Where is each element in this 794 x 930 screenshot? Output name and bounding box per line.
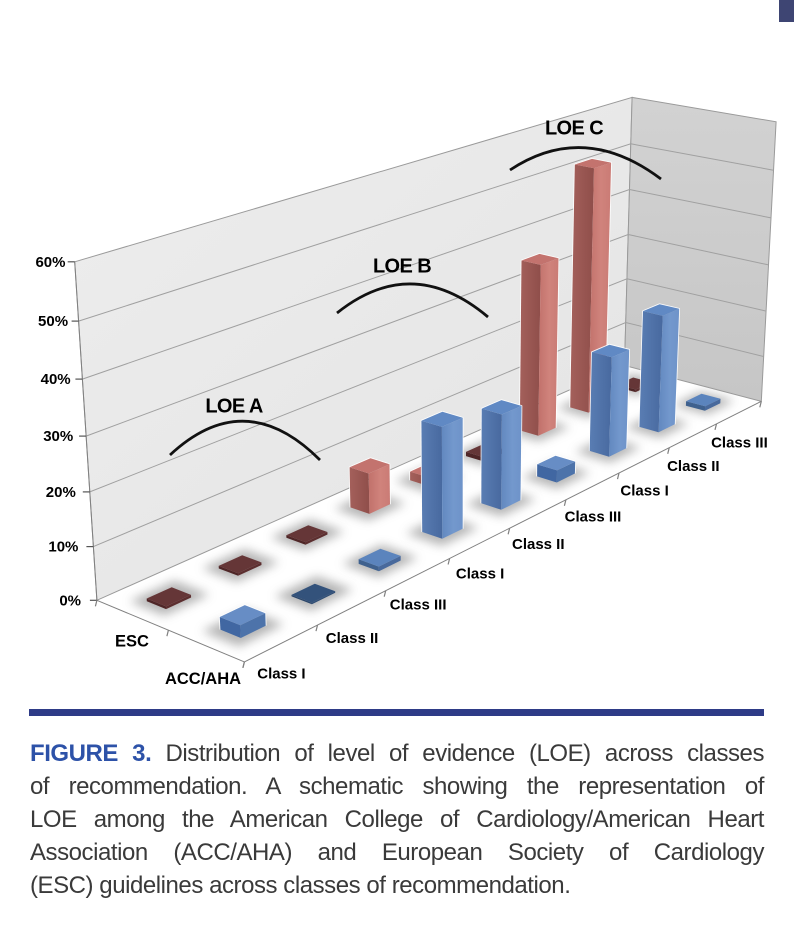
svg-text:LOE C: LOE C — [545, 118, 603, 140]
svg-text:10%: 10% — [48, 539, 78, 556]
svg-text:Class III: Class III — [390, 597, 447, 614]
svg-text:0%: 0% — [59, 592, 81, 609]
svg-text:Class II: Class II — [667, 458, 720, 475]
svg-text:Class I: Class I — [456, 565, 504, 582]
svg-text:LOE A: LOE A — [205, 396, 263, 418]
svg-text:Class III: Class III — [711, 435, 768, 452]
svg-text:20%: 20% — [46, 484, 76, 501]
svg-text:Class II: Class II — [512, 536, 565, 553]
svg-text:Class II: Class II — [326, 630, 379, 647]
svg-text:60%: 60% — [35, 254, 65, 271]
svg-text:LOE B: LOE B — [373, 256, 431, 278]
svg-text:Class III: Class III — [565, 508, 622, 525]
svg-text:40%: 40% — [41, 371, 71, 388]
svg-text:ACC/AHA: ACC/AHA — [165, 670, 241, 688]
svg-text:50%: 50% — [38, 313, 68, 330]
svg-text:ESC: ESC — [115, 633, 149, 651]
svg-text:Class I: Class I — [620, 482, 668, 499]
svg-text:30%: 30% — [43, 428, 73, 445]
svg-text:Class I: Class I — [257, 666, 305, 683]
